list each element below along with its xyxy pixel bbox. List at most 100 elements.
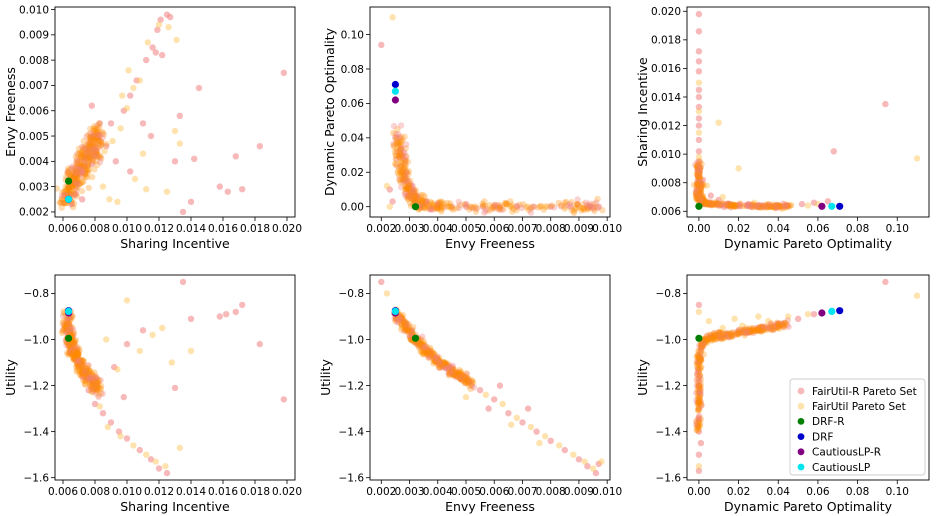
marker-drf_r xyxy=(695,334,703,342)
cluster-point xyxy=(694,190,702,198)
cluster-point xyxy=(436,362,443,369)
cluster-point xyxy=(460,375,467,383)
cluster-point xyxy=(58,204,65,211)
cluster-point xyxy=(404,193,412,200)
data-point xyxy=(745,329,752,336)
cluster-point xyxy=(71,348,78,356)
cluster-point xyxy=(457,372,465,379)
series-drf xyxy=(836,202,844,210)
cluster-point xyxy=(402,320,410,327)
cluster-point xyxy=(70,340,78,347)
cluster-point xyxy=(91,148,98,155)
cluster-point xyxy=(404,321,411,329)
cluster-point xyxy=(67,342,75,349)
cluster-point xyxy=(583,202,590,209)
cluster-point xyxy=(433,358,440,365)
cluster-point xyxy=(779,202,787,210)
cluster-point xyxy=(696,195,703,202)
cluster-point xyxy=(450,371,458,378)
cluster-point xyxy=(695,398,703,405)
cluster-point xyxy=(769,323,777,331)
cluster-point xyxy=(459,375,466,382)
data-point xyxy=(144,39,151,46)
cluster-point xyxy=(73,193,81,200)
cluster-point xyxy=(398,144,405,152)
cluster-point xyxy=(403,327,411,334)
cluster-point xyxy=(97,389,105,397)
cluster-point xyxy=(695,354,702,362)
data-point xyxy=(775,320,782,327)
cluster-point xyxy=(405,192,413,199)
cluster-point xyxy=(456,371,463,378)
y-tick-label: −1.0 xyxy=(656,334,682,346)
cluster-point xyxy=(702,201,709,208)
x-tick-label: 0.00 xyxy=(687,486,710,498)
cluster-point xyxy=(408,189,415,196)
cluster-point xyxy=(523,204,530,211)
cluster-point xyxy=(408,189,415,196)
cluster-point xyxy=(85,140,93,147)
cluster-point xyxy=(459,377,466,384)
cluster-point xyxy=(711,333,718,340)
cluster-point xyxy=(695,176,702,183)
cluster-point xyxy=(695,176,702,184)
cluster-point xyxy=(502,201,510,208)
cluster-point xyxy=(392,315,400,323)
x-tick-label: 0.10 xyxy=(886,223,909,235)
cluster-point xyxy=(500,205,507,213)
cluster-point xyxy=(406,199,414,207)
cluster-point xyxy=(89,153,96,160)
cluster-point xyxy=(437,360,444,367)
cluster-point xyxy=(698,356,705,364)
cluster-point xyxy=(408,327,416,334)
cluster-point xyxy=(80,156,87,163)
cluster-point xyxy=(402,145,409,152)
cluster-point xyxy=(71,181,78,188)
cluster-point xyxy=(87,130,94,137)
cluster-point xyxy=(399,311,407,319)
cluster-point xyxy=(724,200,732,207)
cluster-point xyxy=(417,191,424,199)
cluster-point xyxy=(453,373,460,381)
cluster-point xyxy=(95,131,102,138)
cluster-point xyxy=(56,199,64,206)
cluster-point xyxy=(698,401,705,408)
cluster-point xyxy=(92,146,100,153)
cluster-point xyxy=(768,203,775,210)
data-point xyxy=(561,203,568,210)
cluster-point xyxy=(71,351,78,359)
cluster-point xyxy=(746,329,753,336)
cluster-point xyxy=(444,360,452,367)
cluster-point xyxy=(697,344,705,351)
cluster-point xyxy=(401,156,408,163)
cluster-point xyxy=(442,362,449,369)
cluster-point xyxy=(403,179,411,187)
cluster-point xyxy=(80,169,88,177)
cluster-point xyxy=(708,333,715,340)
cluster-point xyxy=(82,365,89,373)
cluster-point xyxy=(693,382,700,389)
cluster-point xyxy=(761,203,768,210)
cluster-point xyxy=(62,322,70,329)
cluster-point xyxy=(402,323,409,330)
cluster-point xyxy=(89,389,97,396)
data-point xyxy=(699,176,707,184)
cluster-point xyxy=(89,381,96,388)
cluster-point xyxy=(783,202,790,209)
cluster-point xyxy=(74,169,81,176)
data-point xyxy=(695,58,703,65)
cluster-point xyxy=(705,199,713,207)
cluster-point xyxy=(402,159,409,166)
cluster-point xyxy=(60,317,67,325)
cluster-point xyxy=(67,315,74,322)
cluster-point xyxy=(469,379,477,386)
cluster-point xyxy=(404,185,411,192)
cluster-point xyxy=(99,130,106,137)
data-point xyxy=(162,463,169,470)
cluster-point xyxy=(64,315,71,323)
cluster-point xyxy=(436,360,443,367)
cluster-point xyxy=(703,337,711,345)
cluster-point xyxy=(74,167,81,175)
cluster-point xyxy=(407,182,414,189)
cluster-point xyxy=(693,162,701,170)
